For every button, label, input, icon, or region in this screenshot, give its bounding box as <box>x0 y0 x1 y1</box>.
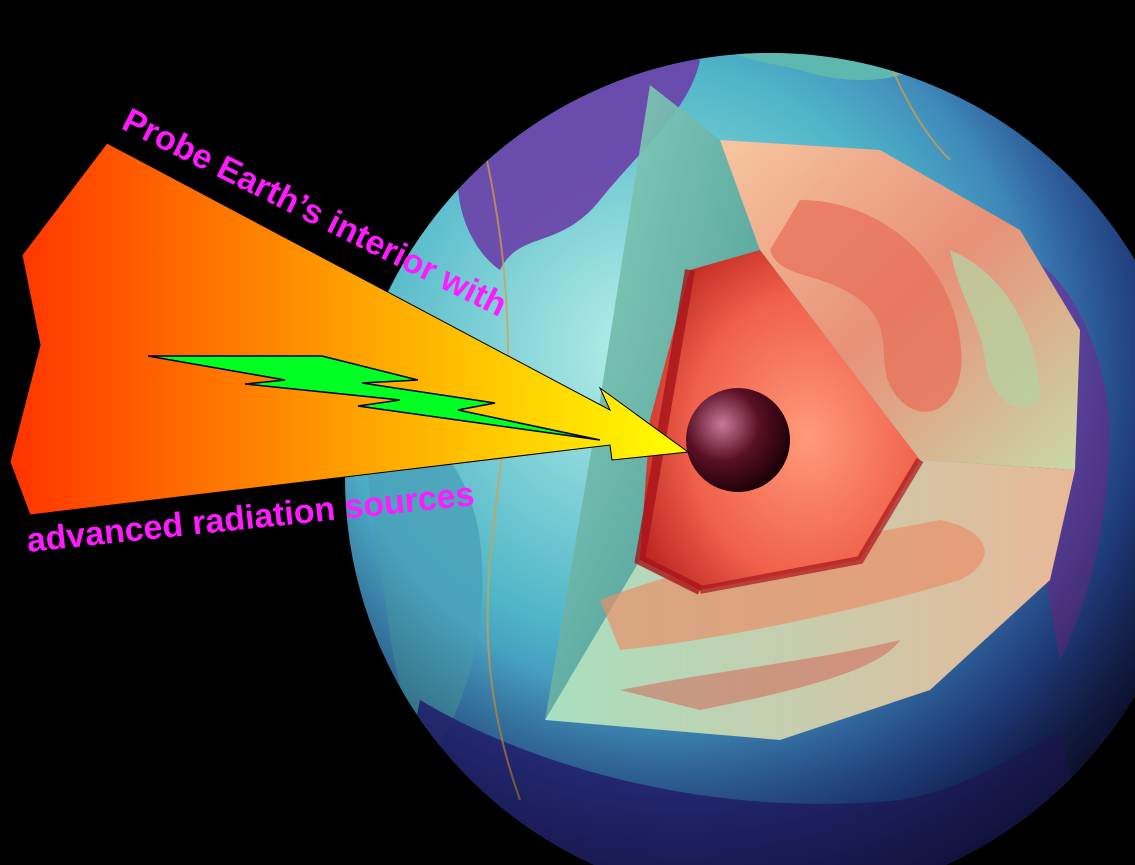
cutaway-left-wall <box>545 85 760 720</box>
radiation-beam-arrow <box>9 142 690 516</box>
inner-core <box>686 388 790 492</box>
cutaway-wedge <box>545 85 1080 740</box>
lightning-bolt-icon <box>147 355 601 441</box>
